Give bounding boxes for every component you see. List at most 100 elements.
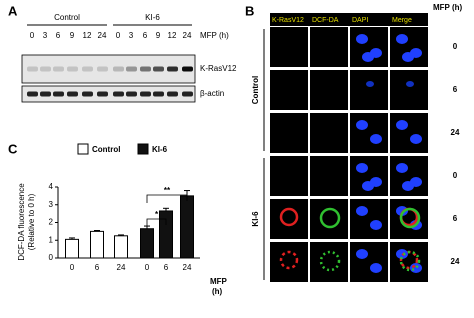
- nucleus: [362, 181, 374, 191]
- blot-label: β-actin: [200, 89, 224, 98]
- time-label: 0: [453, 42, 458, 51]
- band: [53, 91, 64, 97]
- time-label: 6: [453, 85, 458, 94]
- group-label: Control: [54, 13, 80, 22]
- blot: [21, 54, 196, 84]
- green-signal: [319, 250, 341, 272]
- group-label: Control: [251, 76, 260, 104]
- nucleus: [396, 163, 408, 173]
- micrograph: [310, 199, 348, 239]
- column-header: DCF-DA: [312, 17, 339, 24]
- micrograph: [270, 113, 308, 153]
- x-tick-label: 6: [95, 263, 100, 272]
- legend-label: Control: [92, 145, 120, 154]
- nucleus: [410, 263, 422, 273]
- band: [82, 91, 93, 97]
- nucleus: [356, 206, 368, 216]
- x-tick-label: 24: [117, 263, 126, 272]
- nucleus: [406, 81, 414, 87]
- bar: [180, 195, 194, 259]
- nucleus: [396, 34, 408, 44]
- micrograph: [310, 27, 348, 67]
- panel-label: A: [8, 3, 18, 18]
- time-label: 24: [451, 257, 460, 266]
- y-label: (Relative to 0 h): [27, 193, 36, 250]
- significance: *: [155, 210, 159, 219]
- band: [126, 91, 137, 97]
- lane-label: 12: [168, 31, 177, 40]
- green-signal: [399, 207, 421, 229]
- time-unit: MFP (h): [433, 3, 463, 12]
- y-tick-label: 4: [49, 182, 54, 191]
- lane-label: 3: [129, 31, 134, 40]
- lane-label: 12: [83, 31, 92, 40]
- nucleus: [402, 52, 414, 62]
- legend-swatch: [137, 143, 149, 155]
- micrograph: [270, 27, 308, 67]
- x-label: MFP: [210, 277, 228, 286]
- column-header: K-RasV12: [272, 17, 304, 24]
- x-tick-label: 0: [70, 263, 75, 272]
- bar: [159, 210, 173, 259]
- micrograph: [390, 242, 428, 282]
- y-label: DCF-DA fluorescence: [17, 183, 26, 261]
- micrograph: [390, 113, 428, 153]
- y-tick-label: 1: [49, 235, 54, 244]
- column-header: DAPI: [352, 17, 368, 24]
- lane-label: 6: [56, 31, 61, 40]
- nucleus: [402, 181, 414, 191]
- nucleus: [366, 81, 374, 87]
- bar: [90, 230, 104, 259]
- band: [67, 91, 78, 97]
- time-label: 24: [451, 128, 460, 137]
- micrograph: [270, 199, 308, 239]
- panel-label: B: [245, 3, 254, 18]
- time-label: 0: [453, 171, 458, 180]
- band: [27, 66, 38, 72]
- band: [167, 66, 178, 72]
- band: [140, 91, 151, 97]
- bar: [65, 238, 79, 259]
- bar: [140, 228, 154, 259]
- band: [97, 66, 108, 72]
- nucleus: [356, 34, 368, 44]
- lane-label: 9: [70, 31, 75, 40]
- y-tick-label: 3: [49, 200, 54, 209]
- micrograph: [350, 113, 388, 153]
- band: [113, 66, 124, 72]
- significance: **: [164, 186, 171, 195]
- lane-label: 24: [98, 31, 107, 40]
- time-label: 6: [453, 214, 458, 223]
- band: [126, 66, 137, 72]
- band: [40, 66, 51, 72]
- micrograph: [310, 242, 348, 282]
- blot: [21, 85, 196, 103]
- lane-unit: MFP (h): [200, 31, 229, 40]
- column-header: Merge: [392, 17, 412, 24]
- x-tick-label: 0: [145, 263, 150, 272]
- y-tick-label: 0: [49, 253, 54, 262]
- group-label: KI-6: [251, 211, 260, 227]
- red-signal: [279, 207, 299, 227]
- micrograph: [310, 113, 348, 153]
- band: [182, 66, 193, 72]
- blot-label: K-RasV12: [200, 64, 237, 73]
- band: [113, 91, 124, 97]
- x-label: (h): [212, 287, 223, 296]
- band: [53, 66, 64, 72]
- legend-swatch: [77, 143, 89, 155]
- green-signal: [319, 207, 341, 229]
- panel-label: C: [8, 141, 18, 156]
- lane-label: 0: [116, 31, 121, 40]
- micrograph: [310, 156, 348, 196]
- band: [182, 91, 193, 97]
- band: [167, 91, 178, 97]
- x-tick-label: 24: [183, 263, 192, 272]
- band: [82, 66, 93, 72]
- significance-bracket: [146, 218, 167, 227]
- micrograph: [390, 70, 428, 110]
- micrograph: [270, 70, 308, 110]
- band: [140, 66, 151, 72]
- nucleus: [396, 120, 408, 130]
- nucleus: [356, 163, 368, 173]
